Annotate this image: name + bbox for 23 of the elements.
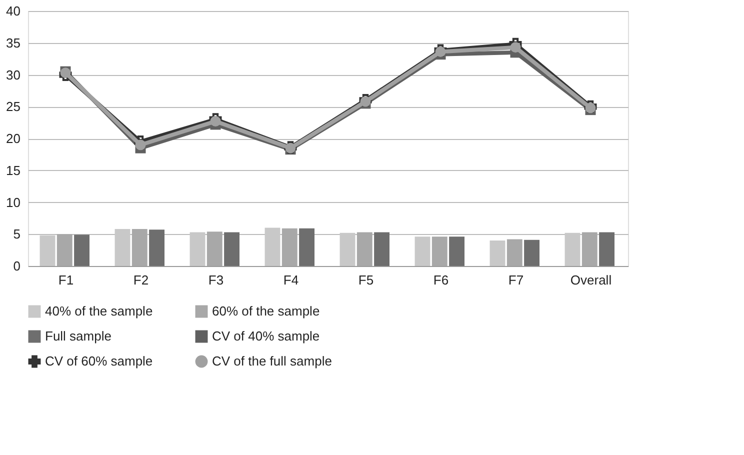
y-tick-label: 0 <box>13 258 20 274</box>
x-tick-label: F7 <box>508 272 524 288</box>
y-tick-label: 35 <box>6 35 20 50</box>
y-tick-label: 30 <box>6 67 20 82</box>
x-tick-label: F3 <box>208 272 224 288</box>
x-tick-label: F4 <box>283 272 299 288</box>
legend-label: Full sample <box>45 328 112 344</box>
legend-label: CV of 60% sample <box>45 354 153 368</box>
y-tick-label: 5 <box>13 226 20 242</box>
x-tick-label: F1 <box>58 272 74 288</box>
legend-label: CV of the full sample <box>212 354 332 368</box>
y-tick-label: 15 <box>6 162 20 178</box>
legend-label: 60% of the sample <box>212 304 320 319</box>
x-tick-label: F5 <box>358 272 374 288</box>
y-tick-label: 25 <box>6 99 20 114</box>
x-tick-label: F6 <box>433 272 449 288</box>
y-tick-label: 40 <box>6 4 20 18</box>
legend-label: 40% of the sample <box>45 304 153 319</box>
x-tick-label: F2 <box>133 272 149 288</box>
x-tick-label: Overall <box>570 272 612 288</box>
legend-label: CV of 40% sample <box>212 328 320 344</box>
y-tick-label: 20 <box>6 131 20 146</box>
y-tick-label: 10 <box>6 194 20 210</box>
